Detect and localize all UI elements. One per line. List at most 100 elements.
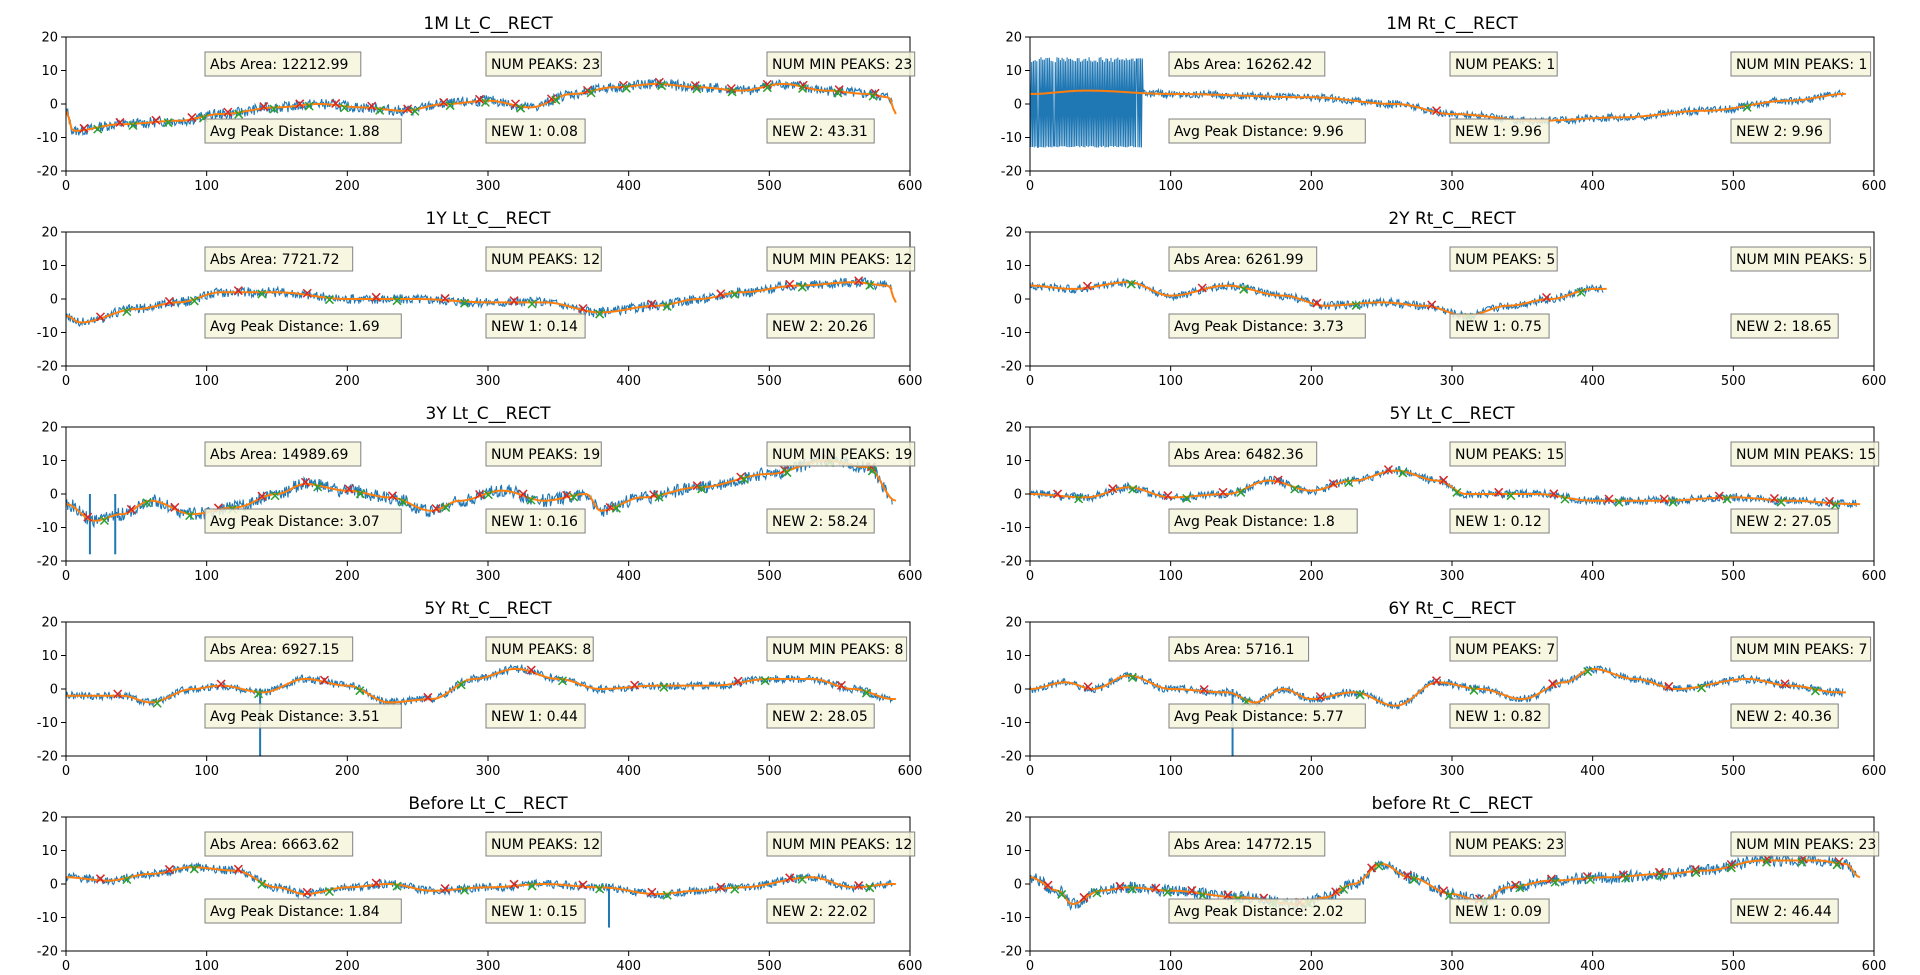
- new1-box: [1449, 703, 1550, 729]
- new1-label: NEW 1: 0.75: [1455, 319, 1542, 335]
- min-peak-marker: [410, 106, 420, 116]
- max-peak-marker: [1549, 489, 1559, 499]
- new2-box: [1730, 508, 1839, 534]
- smoothed-line: [66, 866, 896, 895]
- x-tick-label: 500: [757, 764, 782, 779]
- y-tick-label: -10: [37, 911, 58, 926]
- max-peak-marker: [475, 94, 485, 104]
- num-min-peaks-label: NUM MIN PEAKS: 15: [1736, 447, 1876, 463]
- x-tick-label: 200: [335, 179, 360, 194]
- max-peak-marker: [475, 489, 485, 500]
- min-peak-marker: [456, 680, 466, 690]
- x-tick-label: 400: [616, 374, 641, 389]
- abs-area-box: [1168, 51, 1326, 77]
- max-peak-marker: [1659, 494, 1669, 504]
- y-tick-label: -20: [37, 360, 58, 375]
- min-peak-marker: [1339, 884, 1349, 894]
- y-tick-label: -10: [37, 326, 58, 341]
- min-peak-marker: [269, 104, 279, 114]
- min-peak-marker: [1742, 102, 1752, 112]
- max-peak-marker: [1163, 491, 1173, 501]
- min-peak-marker: [1560, 494, 1570, 504]
- y-tick-label: -10: [1001, 716, 1022, 731]
- max-peak-marker: [170, 502, 180, 512]
- x-tick-label: 500: [757, 959, 782, 974]
- min-peak-marker: [257, 879, 267, 889]
- subplot-title: 2Y Rt_C__RECT: [1388, 209, 1516, 229]
- avg-peak-distance-label: Avg Peak Distance: 3.07: [210, 514, 380, 530]
- num-min-peaks-box: [1730, 831, 1880, 857]
- max-peak-marker: [1053, 489, 1063, 499]
- min-peak-marker: [1409, 874, 1419, 884]
- min-peak-marker: [730, 884, 740, 894]
- smoothed-line: [1030, 667, 1846, 707]
- min-peak-marker: [1656, 871, 1666, 881]
- new2-box: [766, 508, 875, 534]
- max-peak-marker: [1780, 679, 1790, 689]
- x-tick-label: 100: [194, 374, 219, 389]
- new2-box: [1730, 703, 1839, 729]
- y-tick-label: 0: [50, 293, 58, 308]
- abs-area-label: Abs Area: 6261.99: [1174, 252, 1304, 268]
- min-peak-marker: [1762, 857, 1772, 867]
- min-peak-marker: [762, 83, 772, 93]
- max-peak-marker: [762, 79, 772, 89]
- new2-label: NEW 2: 20.26: [772, 319, 868, 335]
- max-peak-marker: [1769, 493, 1779, 503]
- min-peak-marker: [1776, 497, 1786, 507]
- min-peak-marker: [1236, 487, 1246, 497]
- max-peak-marker: [126, 504, 136, 514]
- max-peak-marker: [1218, 487, 1228, 497]
- abs-area-box: [204, 441, 362, 467]
- avg-peak-distance-label: Avg Peak Distance: 1.88: [210, 124, 380, 140]
- subplot-title: 3Y Lt_C__RECT: [426, 404, 552, 424]
- min-peak-marker: [270, 491, 280, 501]
- abs-area-box: [1168, 246, 1318, 272]
- x-tick-label: 400: [616, 959, 641, 974]
- min-peak-marker: [760, 676, 770, 686]
- y-tick-label: 0: [50, 683, 58, 698]
- x-tick-label: 600: [898, 764, 923, 779]
- max-peak-marker: [233, 286, 243, 296]
- min-peak-marker: [99, 515, 109, 526]
- max-peak-marker: [1328, 479, 1338, 489]
- avg-peak-distance-box: [204, 313, 402, 339]
- avg-peak-distance-box: [204, 898, 402, 924]
- y-tick-label: 20: [1005, 421, 1022, 436]
- x-tick-label: 600: [1862, 374, 1887, 389]
- x-tick-label: 300: [1440, 764, 1465, 779]
- x-tick-label: 300: [1440, 569, 1465, 584]
- abs-area-box: [204, 51, 362, 77]
- max-peak-marker: [164, 864, 174, 874]
- new2-label: NEW 2: 58.24: [772, 514, 868, 530]
- avg-peak-distance-label: Avg Peak Distance: 1.69: [210, 319, 380, 335]
- min-peak-marker: [122, 307, 132, 317]
- num-peaks-box: [485, 51, 602, 77]
- min-peak-marker: [1668, 497, 1678, 507]
- max-peak-marker: [1690, 864, 1700, 874]
- min-peak-marker: [1614, 497, 1624, 507]
- min-peak-marker: [557, 676, 568, 686]
- plot-area: [66, 861, 896, 928]
- num-min-peaks-label: NUM MIN PEAKS: 23: [1736, 837, 1876, 853]
- max-peak-marker: [151, 115, 161, 125]
- min-peak-marker: [313, 482, 323, 492]
- min-peak-marker: [355, 686, 365, 696]
- y-tick-label: -10: [1001, 521, 1022, 536]
- y-tick-label: -20: [1001, 360, 1022, 375]
- new2-label: NEW 2: 43.31: [772, 124, 868, 140]
- min-peak-marker: [1506, 491, 1516, 501]
- min-peak-marker: [189, 296, 199, 306]
- min-peak-marker: [797, 874, 807, 884]
- y-tick-label: -20: [1001, 750, 1022, 765]
- subplot: 1M Rt_C__RECT 0 100 200 300 400 500 600 -20 -10 0 1…: [1001, 14, 1887, 194]
- new2-label: NEW 2: 27.05: [1736, 514, 1832, 530]
- new1-label: NEW 1: 0.44: [491, 709, 578, 725]
- num-min-peaks-box: [766, 636, 908, 662]
- subplot-title: 6Y Rt_C__RECT: [1388, 599, 1516, 619]
- num-min-peaks-box: [1730, 636, 1872, 662]
- x-tick-label: 0: [1026, 179, 1034, 194]
- min-peak-marker: [1832, 860, 1842, 870]
- x-tick-label: 500: [1721, 959, 1746, 974]
